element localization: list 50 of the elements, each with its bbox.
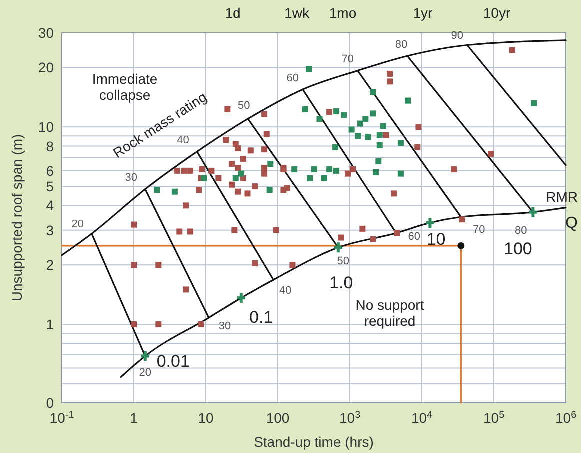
annotation: 0.01 xyxy=(156,352,190,372)
x-tick-label: 10$^{4}$ xyxy=(411,410,434,426)
annotation: 30 xyxy=(125,172,138,184)
annotation: Immediate collapse xyxy=(92,70,158,104)
y-tick-label: 4 xyxy=(46,198,54,214)
y-tick-label: 0 xyxy=(46,395,54,411)
x-tick-label: 100 xyxy=(266,410,290,426)
annotation: 0.1 xyxy=(250,308,274,328)
text: 1yr xyxy=(413,5,434,21)
annotation: 60 xyxy=(286,72,300,84)
x-tick-label: 1 xyxy=(130,410,138,426)
annotation: 70 xyxy=(473,224,486,236)
text: 1mo xyxy=(329,5,357,21)
annotation: 100 xyxy=(504,239,532,258)
annotation: 60 xyxy=(408,231,420,244)
x-tick-label: 10$^{6}$ xyxy=(555,410,578,426)
annotation: RMR xyxy=(546,189,578,205)
annotation: 80 xyxy=(395,38,408,51)
x-tick-label: 10$^{3}$ xyxy=(339,410,362,426)
x-axis-title: Stand-up time (hrs) xyxy=(254,434,374,450)
y-tick-label: 8 xyxy=(46,138,54,154)
annotation: 90 xyxy=(451,30,464,42)
annotation: Q xyxy=(566,215,578,232)
annotation: 20 xyxy=(72,218,84,231)
annotation: 10 xyxy=(426,230,446,249)
annotation: No support required xyxy=(356,296,424,330)
text: 1d xyxy=(225,5,241,21)
y-tick-label: 5 xyxy=(46,178,54,195)
annotation: 40 xyxy=(177,134,190,147)
y-tick-label: 30 xyxy=(38,25,54,41)
annotation: 50 xyxy=(337,256,350,268)
y-tick-label: 6 xyxy=(46,162,54,179)
annotation: 80 xyxy=(515,225,528,238)
y-axis-title: Unsupported roof span (m) xyxy=(9,134,25,302)
text: 1wk xyxy=(284,5,310,21)
y-tick-label: 10 xyxy=(38,119,54,136)
y-tick-label: 3 xyxy=(46,222,54,238)
annotation: 70 xyxy=(342,54,354,66)
annotation: 20 xyxy=(139,367,152,380)
y-tick-label: 2 xyxy=(46,257,54,274)
x-tick-label: 10$^{-1}$ xyxy=(50,410,74,426)
x-tick-label: 10$^{5}$ xyxy=(483,410,506,426)
annotation: 50 xyxy=(238,100,250,112)
text: 10yr xyxy=(483,5,511,21)
x-tick-label: 10 xyxy=(198,410,214,426)
annotation: 40 xyxy=(280,284,292,297)
annotation: 30 xyxy=(218,320,232,333)
y-tick-label: 1 xyxy=(46,316,54,332)
annotation: 1.0 xyxy=(330,274,354,293)
y-tick-label: 20 xyxy=(38,60,54,76)
